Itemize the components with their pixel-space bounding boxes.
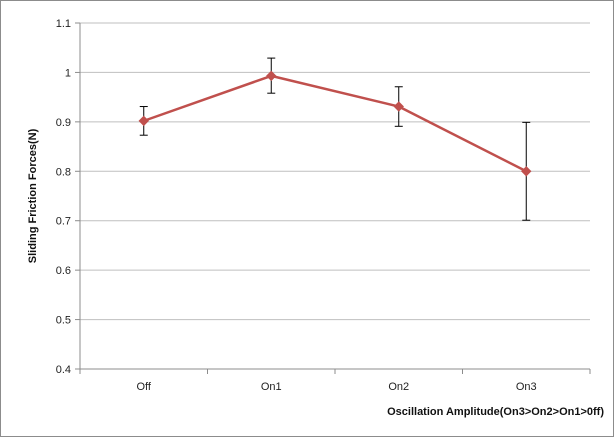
y-tick-label: 0.6 [56, 265, 71, 277]
data-point-marker [266, 70, 277, 82]
x-tick-label: Off [137, 381, 152, 393]
x-tick-label: On2 [388, 381, 409, 393]
y-tick-label: 0.5 [56, 315, 71, 327]
x-axis-title: Oscillation Amplitude(On3>On2>On1>0ff) [387, 406, 604, 418]
y-tick-label: 0.7 [56, 216, 71, 228]
y-tick-label: 1.1 [56, 18, 71, 30]
series-line [143, 74, 527, 173]
error-bars [139, 57, 531, 221]
y-tick-label: 0.4 [56, 364, 71, 376]
y-tick-label: 1 [65, 67, 71, 79]
x-tick-labels: Off On1 On2 On3 [137, 381, 537, 393]
data-point-marker [138, 115, 149, 127]
x-tick-label: On3 [516, 381, 537, 393]
y-tick-label: 0.9 [56, 117, 71, 129]
y-axis-title: Sliding Friction Forces(N) [27, 128, 39, 263]
gridlines [75, 22, 591, 374]
data-series [138, 70, 532, 177]
data-point-marker [521, 166, 532, 177]
y-tick-label: 0.8 [56, 166, 71, 178]
y-tick-labels: 0.4 0.5 0.6 0.7 0.8 0.9 1 1.1 [56, 18, 71, 376]
x-tick-label: On1 [261, 381, 282, 393]
data-point-marker [393, 101, 404, 112]
